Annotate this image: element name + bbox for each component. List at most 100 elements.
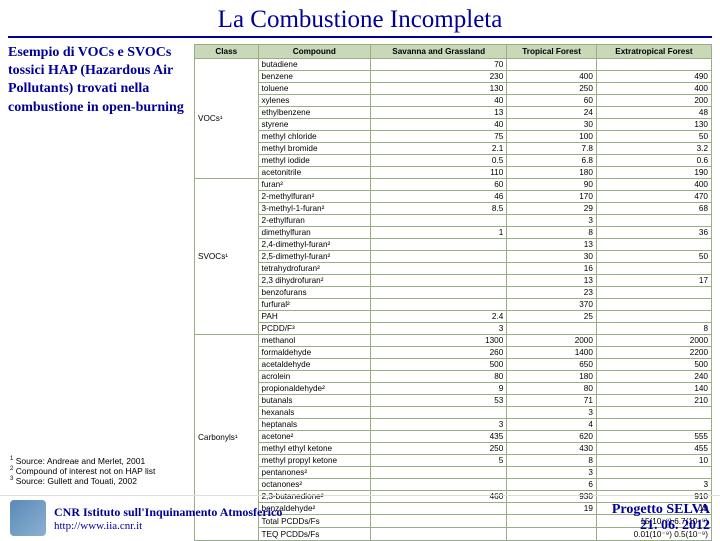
- value-cell: 3: [507, 215, 597, 227]
- table-row: 2-methylfuran²46170470: [195, 191, 712, 203]
- value-cell: 490: [596, 71, 711, 83]
- value-cell: 46: [371, 191, 507, 203]
- value-cell: 400: [596, 179, 711, 191]
- value-cell: [507, 323, 597, 335]
- value-cell: 1400: [507, 347, 597, 359]
- table-header: Class: [195, 45, 259, 59]
- class-cell: SVOCs¹: [195, 179, 259, 335]
- project-name: Progetto SELVA: [612, 502, 710, 518]
- value-cell: 50: [596, 131, 711, 143]
- value-cell: 24: [507, 107, 597, 119]
- value-cell: 3: [507, 467, 597, 479]
- value-cell: 140: [596, 383, 711, 395]
- value-cell: 10: [596, 455, 711, 467]
- table-row: formaldehyde26014002200: [195, 347, 712, 359]
- value-cell: 70: [371, 59, 507, 71]
- value-cell: [371, 275, 507, 287]
- table-header: Compound: [258, 45, 371, 59]
- value-cell: 60: [371, 179, 507, 191]
- value-cell: 50: [596, 251, 711, 263]
- value-cell: 500: [596, 359, 711, 371]
- compound-cell: dimethylfuran: [258, 227, 371, 239]
- value-cell: 200: [596, 95, 711, 107]
- table-header: Tropical Forest: [507, 45, 597, 59]
- table-row: benzene230400490: [195, 71, 712, 83]
- vocs-table: ClassCompoundSavanna and GrasslandTropic…: [194, 44, 712, 541]
- value-cell: 130: [371, 83, 507, 95]
- value-cell: 6.8: [507, 155, 597, 167]
- compound-cell: ethylbenzene: [258, 107, 371, 119]
- value-cell: 13: [371, 107, 507, 119]
- compound-cell: 3-methyl-1-furan²: [258, 203, 371, 215]
- table-row: styrene4030130: [195, 119, 712, 131]
- value-cell: 13: [507, 239, 597, 251]
- table-row: hexanals3: [195, 407, 712, 419]
- table-row: PAH2.425: [195, 311, 712, 323]
- compound-cell: octanones²: [258, 479, 371, 491]
- value-cell: 16: [507, 263, 597, 275]
- value-cell: 90: [507, 179, 597, 191]
- value-cell: 8: [507, 227, 597, 239]
- value-cell: 2.1: [371, 143, 507, 155]
- compound-cell: PAH: [258, 311, 371, 323]
- compound-cell: methyl propyl ketone: [258, 455, 371, 467]
- value-cell: 53: [371, 395, 507, 407]
- table-row: methyl chloride7510050: [195, 131, 712, 143]
- value-cell: 620: [507, 431, 597, 443]
- compound-cell: furfural²: [258, 299, 371, 311]
- source-line: 1 Source: Andreae and Merlet, 2001: [10, 456, 155, 466]
- value-cell: 650: [507, 359, 597, 371]
- table-row: dimethylfuran1836: [195, 227, 712, 239]
- value-cell: 3.2: [596, 143, 711, 155]
- table-row: toluene130250400: [195, 83, 712, 95]
- value-cell: [371, 467, 507, 479]
- value-cell: 1300: [371, 335, 507, 347]
- table-row: 2,4-dimethyl-furan²13: [195, 239, 712, 251]
- value-cell: 2200: [596, 347, 711, 359]
- value-cell: [371, 299, 507, 311]
- value-cell: 23: [507, 287, 597, 299]
- project-block: Progetto SELVA 21. 06. 2012: [612, 502, 710, 534]
- table-row: methyl bromide2.17.83.2: [195, 143, 712, 155]
- table-row: tetrahydrofuran²16: [195, 263, 712, 275]
- compound-cell: PCDD/F³: [258, 323, 371, 335]
- compound-cell: methanol: [258, 335, 371, 347]
- table-row: benzofurans 23: [195, 287, 712, 299]
- value-cell: 80: [507, 383, 597, 395]
- value-cell: 435: [371, 431, 507, 443]
- value-cell: 17: [596, 275, 711, 287]
- value-cell: 170: [507, 191, 597, 203]
- value-cell: 9: [371, 383, 507, 395]
- value-cell: 190: [596, 167, 711, 179]
- value-cell: [371, 287, 507, 299]
- compound-cell: benzofurans: [258, 287, 371, 299]
- value-cell: [596, 263, 711, 275]
- compound-cell: 2-methylfuran²: [258, 191, 371, 203]
- table-row: heptanals34: [195, 419, 712, 431]
- value-cell: 71: [507, 395, 597, 407]
- value-cell: 130: [596, 119, 711, 131]
- table-row: xylenes4060200: [195, 95, 712, 107]
- value-cell: 3: [371, 419, 507, 431]
- value-cell: 3: [371, 323, 507, 335]
- value-cell: 2000: [596, 335, 711, 347]
- table-row: Carbonyls¹methanol130020002000: [195, 335, 712, 347]
- value-cell: 555: [596, 431, 711, 443]
- value-cell: 210: [596, 395, 711, 407]
- table-row: 3-methyl-1-furan²8.52968: [195, 203, 712, 215]
- project-date: 21. 06. 2012: [612, 518, 710, 534]
- value-cell: [596, 299, 711, 311]
- value-cell: 75: [371, 131, 507, 143]
- compound-cell: furan²: [258, 179, 371, 191]
- compound-cell: acetonitrile: [258, 167, 371, 179]
- value-cell: [596, 419, 711, 431]
- value-cell: 100: [507, 131, 597, 143]
- sources-block: 1 Source: Andreae and Merlet, 20012 Comp…: [10, 456, 155, 486]
- value-cell: 180: [507, 371, 597, 383]
- compound-cell: 2,3 dihydrofuran²: [258, 275, 371, 287]
- value-cell: [596, 59, 711, 71]
- institute-url: http://www.iia.cnr.it: [54, 520, 612, 532]
- table-row: methyl propyl ketone5810: [195, 455, 712, 467]
- table-row: SVOCs¹furan²6090400: [195, 179, 712, 191]
- table-row: ethylbenzene132448: [195, 107, 712, 119]
